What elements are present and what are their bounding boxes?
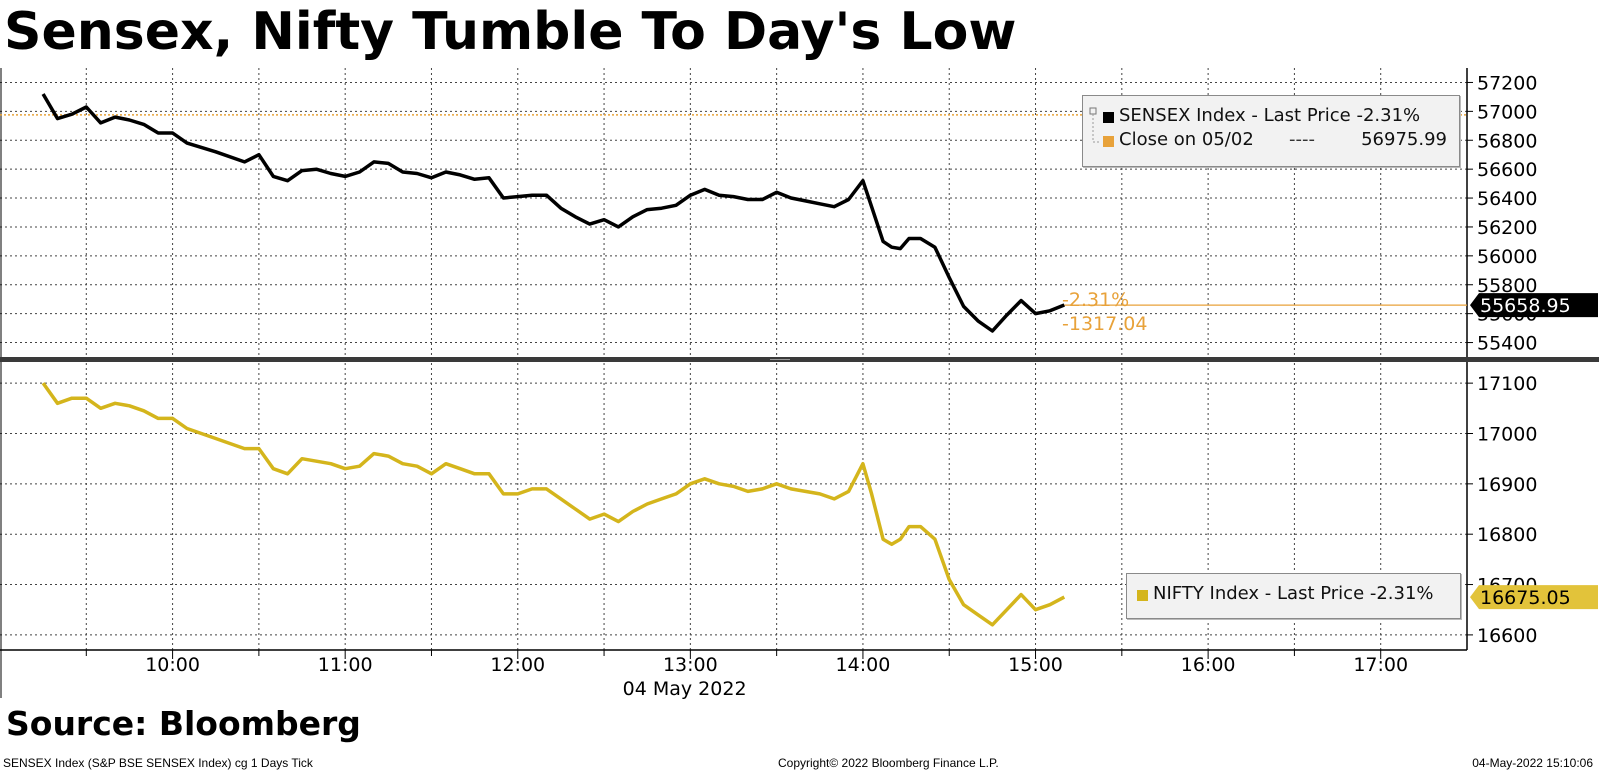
x-tick-label: 13:00 bbox=[663, 654, 718, 676]
y-tick-label: 57200 bbox=[1477, 72, 1537, 94]
x-tick-label: 15:00 bbox=[1008, 654, 1063, 676]
sensex-line bbox=[41, 93, 1065, 333]
sensex-change-abs: -1317.04 bbox=[1062, 313, 1147, 335]
x-tick-label: 11:00 bbox=[318, 654, 373, 676]
footer-ticker: SENSEX Index (S&P BSE SENSEX Index) cg 1… bbox=[3, 756, 313, 770]
y-tick-label: 55800 bbox=[1477, 275, 1537, 297]
x-tick-label: 10:00 bbox=[145, 654, 200, 676]
nifty-last-value-tag: 16675.05 bbox=[1480, 587, 1571, 609]
footer-copyright: Copyright© 2022 Bloomberg Finance L.P. bbox=[778, 756, 999, 770]
close-reference-line bbox=[0, 114, 1467, 306]
x-tick-label: 17:00 bbox=[1353, 654, 1408, 676]
sensex-grid bbox=[0, 68, 1473, 357]
x-tick-labels: 10:00 11:00 12:00 13:00 14:00 15:00 16:00 17:00… bbox=[145, 654, 1408, 700]
sensex-legend-label: SENSEX Index - Last Price -2.31% bbox=[1119, 105, 1421, 126]
y-tick-label: 57000 bbox=[1477, 101, 1537, 123]
x-tick-label: 16:00 bbox=[1181, 654, 1236, 676]
y-tick-label: 56000 bbox=[1477, 246, 1537, 268]
source-label: Source: Bloomberg bbox=[6, 704, 361, 743]
footer-timestamp: 04-May-2022 15:10:06 bbox=[1472, 756, 1593, 770]
nifty-last-value-tag-box bbox=[1470, 585, 1598, 610]
nifty-grid bbox=[0, 363, 1473, 650]
last-value-tags: -2.31%-1317.04 55658.95 16675.05 bbox=[1062, 289, 1598, 610]
close-legend-dashes: ---- bbox=[1289, 129, 1315, 150]
sensex-legend[interactable]: SENSEX Index - Last Price -2.31% Close o… bbox=[1082, 95, 1460, 167]
x-tick-label: 14:00 bbox=[836, 654, 891, 676]
y-tick-label: 17100 bbox=[1477, 373, 1537, 395]
nifty-legend[interactable]: NIFTY Index - Last Price -2.31% bbox=[1126, 573, 1461, 619]
y-tick-label: 56200 bbox=[1477, 217, 1537, 239]
y-tick-label: 56600 bbox=[1477, 159, 1537, 181]
y-tick-label: 56800 bbox=[1477, 130, 1537, 152]
y-tick-label: 16600 bbox=[1477, 625, 1537, 647]
nifty-legend-label: NIFTY Index - Last Price -2.31% bbox=[1153, 583, 1434, 604]
y-tick-label: 55400 bbox=[1477, 333, 1537, 355]
y-tick-label: 17000 bbox=[1477, 423, 1537, 445]
y-tick-label: 56400 bbox=[1477, 188, 1537, 210]
sensex-change-pct: -2.31% bbox=[1062, 289, 1129, 311]
chart-frame bbox=[0, 68, 1599, 698]
sensex-last-value-tag-box bbox=[1470, 293, 1598, 318]
nifty-swatch bbox=[1137, 590, 1148, 601]
sensex-swatch bbox=[1103, 112, 1114, 123]
close-swatch bbox=[1103, 136, 1114, 147]
x-axis-label: 04 May 2022 bbox=[623, 678, 747, 700]
panel-divider bbox=[0, 357, 1599, 362]
close-legend-label: Close on 05/02 bbox=[1119, 129, 1254, 150]
x-tick-label: 12:00 bbox=[490, 654, 545, 676]
legend-tree-connector bbox=[1089, 106, 1100, 150]
price-lines bbox=[41, 93, 1066, 627]
chart-title: Sensex, Nifty Tumble To Day's Low bbox=[4, 2, 1017, 62]
close-legend-value: 56975.99 bbox=[1361, 129, 1447, 150]
sensex-last-value-tag: 55658.95 bbox=[1480, 295, 1571, 317]
y-tick-label: 16800 bbox=[1477, 524, 1537, 546]
nifty-line bbox=[41, 382, 1066, 627]
y-tick-label: 16900 bbox=[1477, 474, 1537, 496]
